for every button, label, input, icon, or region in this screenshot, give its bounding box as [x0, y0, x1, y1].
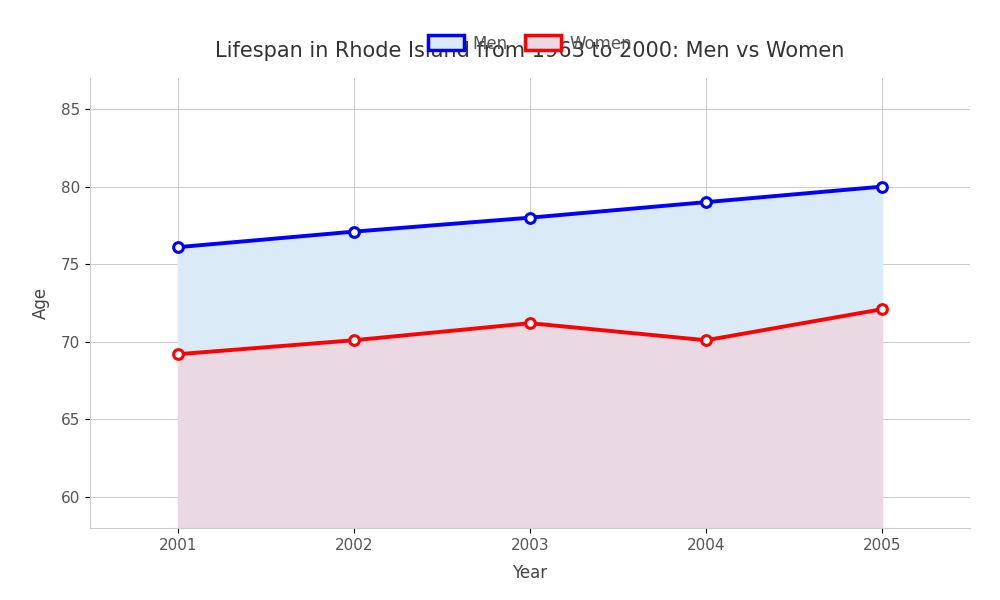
Title: Lifespan in Rhode Island from 1963 to 2000: Men vs Women: Lifespan in Rhode Island from 1963 to 20… — [215, 41, 845, 61]
Legend: Men, Women: Men, Women — [421, 28, 639, 59]
X-axis label: Year: Year — [512, 564, 548, 582]
Y-axis label: Age: Age — [32, 287, 50, 319]
